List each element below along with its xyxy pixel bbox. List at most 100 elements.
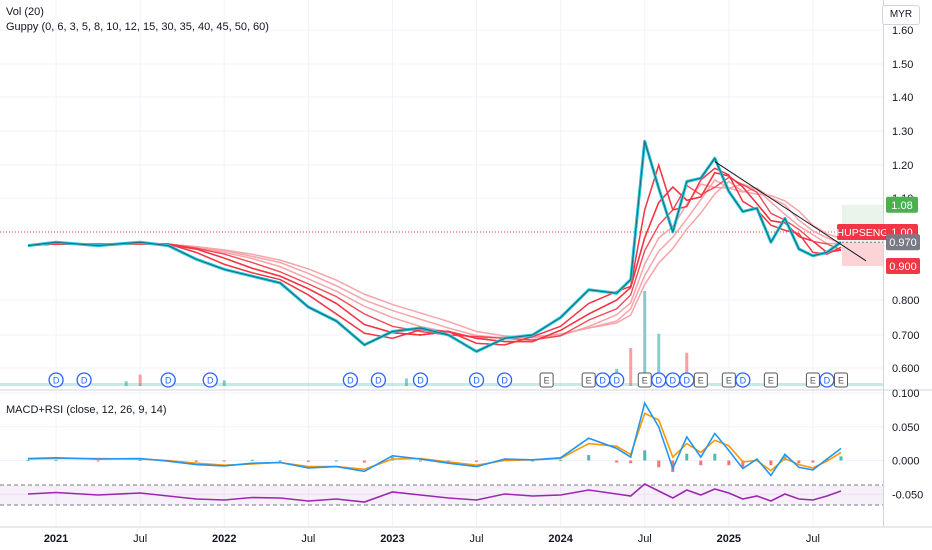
time-tick-label: Jul xyxy=(806,533,820,545)
symbol-tag-text: HUPSENG xyxy=(837,227,889,239)
macd-tick-label: 0.050 xyxy=(892,422,920,434)
position-tool[interactable] xyxy=(842,204,883,266)
macd-histogram-bar xyxy=(559,459,563,461)
dividend-marker-label: D xyxy=(347,376,354,386)
earnings-marker xyxy=(539,372,554,388)
horizontal-lines[interactable] xyxy=(0,231,883,243)
time-tick-label: 2022 xyxy=(212,533,236,545)
price-tick-label: 1.40 xyxy=(892,92,913,104)
earnings-marker-label: E xyxy=(642,376,648,386)
legend-macd-rsi[interactable]: MACD+RSI (close, 12, 26, 9, 14) xyxy=(6,404,167,416)
dividend-marker xyxy=(679,372,695,388)
macd-histogram-bar xyxy=(769,460,773,466)
price-tick-label: 0.600 xyxy=(892,363,920,375)
macd-histogram-bar xyxy=(811,460,815,463)
symbol-tag-box xyxy=(837,224,888,240)
time-tick-label: 2021 xyxy=(44,533,68,545)
earnings-marker-label: E xyxy=(726,376,732,386)
time-tick-label: 2025 xyxy=(717,533,741,545)
dividend-marker-label: D xyxy=(81,376,88,386)
rsi-band xyxy=(0,485,883,505)
dividend-marker xyxy=(48,372,64,388)
earnings-marker-label: E xyxy=(586,376,592,386)
loss-zone xyxy=(842,242,883,266)
last-price-tag-text: 0.970 xyxy=(889,237,917,249)
price-tick-label: 1.60 xyxy=(892,25,913,37)
macd-histogram-bar xyxy=(54,459,58,461)
trendline[interactable] xyxy=(714,161,867,262)
time-tick-label: 2023 xyxy=(380,533,404,545)
dividend-marker-label: D xyxy=(417,376,424,386)
volume-bar xyxy=(685,352,689,386)
dividend-marker xyxy=(342,372,359,388)
earnings-marker-label: E xyxy=(838,376,844,386)
target-tag-text: 1.08 xyxy=(891,200,912,212)
earnings-marker-label: E xyxy=(768,376,774,386)
dividend-marker-label: D xyxy=(165,376,172,386)
macd-histogram-bar xyxy=(194,460,198,462)
dividend-marker xyxy=(496,372,513,388)
rsi-line xyxy=(27,483,842,503)
volume-bar xyxy=(124,381,128,386)
guppy-short-line xyxy=(27,171,842,343)
volume-bar xyxy=(657,333,661,386)
time-tick-label: Jul xyxy=(638,533,652,545)
dividend-marker xyxy=(76,372,92,388)
time-tick-label: 2024 xyxy=(548,533,573,545)
last-price-tag-box xyxy=(886,234,920,251)
macd-line xyxy=(27,401,842,477)
macd-histogram-bar xyxy=(685,453,689,461)
legend-guppy[interactable]: Guppy (0, 6, 3, 5, 8, 10, 12, 15, 30, 35… xyxy=(6,21,269,33)
macd-tick-label: 0.000 xyxy=(892,456,920,468)
rsi-series xyxy=(0,483,883,506)
macd-histogram-bar xyxy=(643,450,647,461)
macd-histogram-bar xyxy=(278,460,282,462)
macd-tick-label: 0.100 xyxy=(892,388,920,400)
macd-histogram-bar xyxy=(727,460,731,466)
grid xyxy=(0,0,883,527)
dividend-marker-label: D xyxy=(684,376,691,386)
volume-bar xyxy=(404,378,408,386)
time-tick-label: Jul xyxy=(133,533,147,545)
legend-volume[interactable]: Vol (20) xyxy=(6,6,44,18)
earnings-marker-label: E xyxy=(810,376,816,386)
price-line xyxy=(27,140,842,352)
macd-histogram-bar xyxy=(418,460,422,462)
earnings-marker xyxy=(693,372,708,388)
currency-selector[interactable]: MYR xyxy=(882,5,920,25)
dividend-marker xyxy=(609,372,625,388)
macd-histogram-bar xyxy=(475,460,479,462)
earnings-marker xyxy=(833,372,848,388)
target-tag-box xyxy=(886,196,918,213)
pane-separator xyxy=(0,0,932,528)
dividend-marker-label: D xyxy=(655,376,662,386)
macd-histogram-bar xyxy=(699,460,703,466)
macd-histogram-bar xyxy=(26,459,30,461)
dividend-marker-label: D xyxy=(207,376,214,386)
macd-histogram-bar xyxy=(138,459,142,461)
volume-bar xyxy=(138,374,142,386)
dividend-marker-label: D xyxy=(670,376,677,386)
dividend-marker xyxy=(202,372,218,388)
macd-series xyxy=(26,401,843,477)
dividend-marker-label: D xyxy=(824,376,831,386)
stop-tag-box xyxy=(886,258,920,274)
macd-histogram-bar xyxy=(222,460,226,462)
earnings-marker-label: E xyxy=(698,376,704,386)
price-tick-label: 1.30 xyxy=(892,126,913,138)
trendline-segment xyxy=(714,161,867,262)
macd-histogram-bar xyxy=(713,453,717,461)
dividend-marker-label: D xyxy=(53,376,60,386)
dividend-marker-label: D xyxy=(599,376,606,386)
earnings-marker xyxy=(763,372,778,388)
macd-histogram-bar xyxy=(797,460,801,464)
volume-bar xyxy=(643,291,647,386)
dividend-marker xyxy=(819,372,835,388)
volume-baseline xyxy=(0,383,883,386)
price-tick-label: 1.50 xyxy=(892,59,913,71)
macd-histogram-bar xyxy=(250,459,254,461)
x-axis: 2021 Jul 2022 Jul 2023 Jul 2024 Jul 2025 Jul xyxy=(44,533,820,545)
